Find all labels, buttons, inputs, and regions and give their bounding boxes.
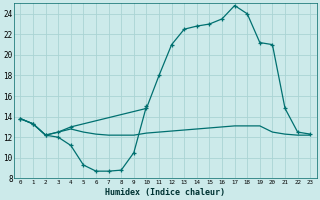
X-axis label: Humidex (Indice chaleur): Humidex (Indice chaleur) — [105, 188, 225, 197]
